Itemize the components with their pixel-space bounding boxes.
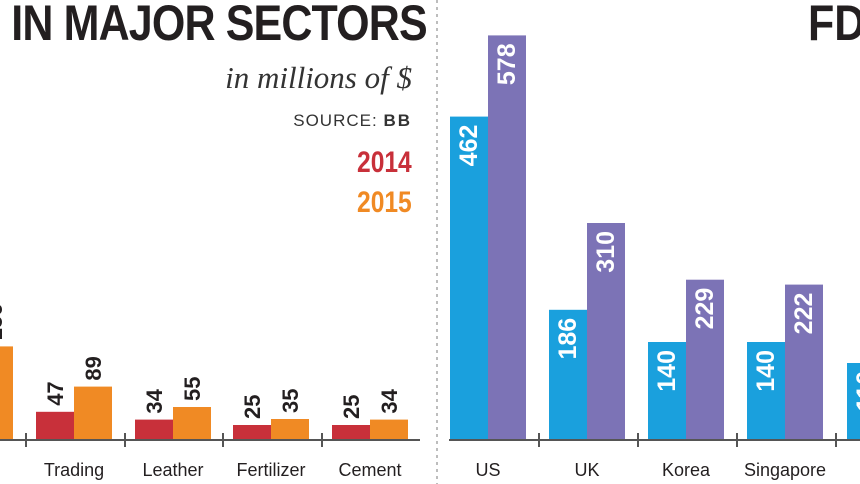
bar [488, 35, 526, 441]
category-label: Trading [44, 460, 104, 480]
bar [173, 407, 211, 440]
data-label: 140 [752, 350, 780, 392]
bar [450, 116, 488, 440]
units-subtitle: in millions of $ [225, 60, 412, 95]
bar [74, 386, 112, 440]
category-label: Cement [338, 460, 401, 480]
data-label: 110 [852, 371, 860, 411]
bar [587, 223, 625, 440]
bar [135, 419, 173, 440]
bar [847, 363, 860, 440]
source-label: SOURCE: [293, 111, 378, 130]
legend-2014: 2014 [357, 146, 412, 179]
data-label: 34 [377, 388, 402, 413]
left-chart-title: N IN MAJOR SECTORS [0, 0, 428, 51]
category-label: UK [574, 460, 599, 480]
bar [271, 419, 309, 440]
data-label: 35 [278, 389, 303, 413]
data-label: 578 [493, 43, 521, 85]
bar [785, 284, 823, 440]
data-label: 156 [0, 304, 7, 341]
data-label: 229 [691, 288, 719, 330]
data-label: 222 [790, 293, 818, 335]
bar [549, 309, 587, 440]
bar [648, 342, 686, 440]
category-label: US [475, 460, 500, 480]
data-label: 140 [653, 350, 681, 392]
bar [332, 425, 370, 440]
bar [233, 425, 271, 440]
data-label: 186 [554, 318, 582, 360]
legend-2015: 2015 [357, 186, 412, 219]
data-label: 25 [339, 395, 364, 419]
right-chart-title: FD [808, 0, 860, 51]
source-note: SOURCE: BB [293, 111, 412, 131]
data-label: 89 [81, 356, 106, 380]
data-label: 47 [43, 381, 68, 405]
bar [370, 419, 408, 440]
bar [0, 346, 13, 440]
bar [747, 342, 785, 440]
data-label: 310 [592, 231, 620, 273]
category-label: Korea [662, 460, 711, 480]
data-label: 462 [455, 125, 483, 167]
bar [686, 279, 724, 440]
source-value: BB [383, 111, 412, 130]
category-label: Fertilizer [236, 460, 305, 480]
bar [36, 411, 74, 440]
category-label: Singapore [744, 460, 826, 480]
data-label: 25 [240, 395, 265, 419]
category-label: Leather [142, 460, 203, 480]
data-label: 55 [180, 377, 205, 401]
data-label: 34 [142, 388, 167, 413]
